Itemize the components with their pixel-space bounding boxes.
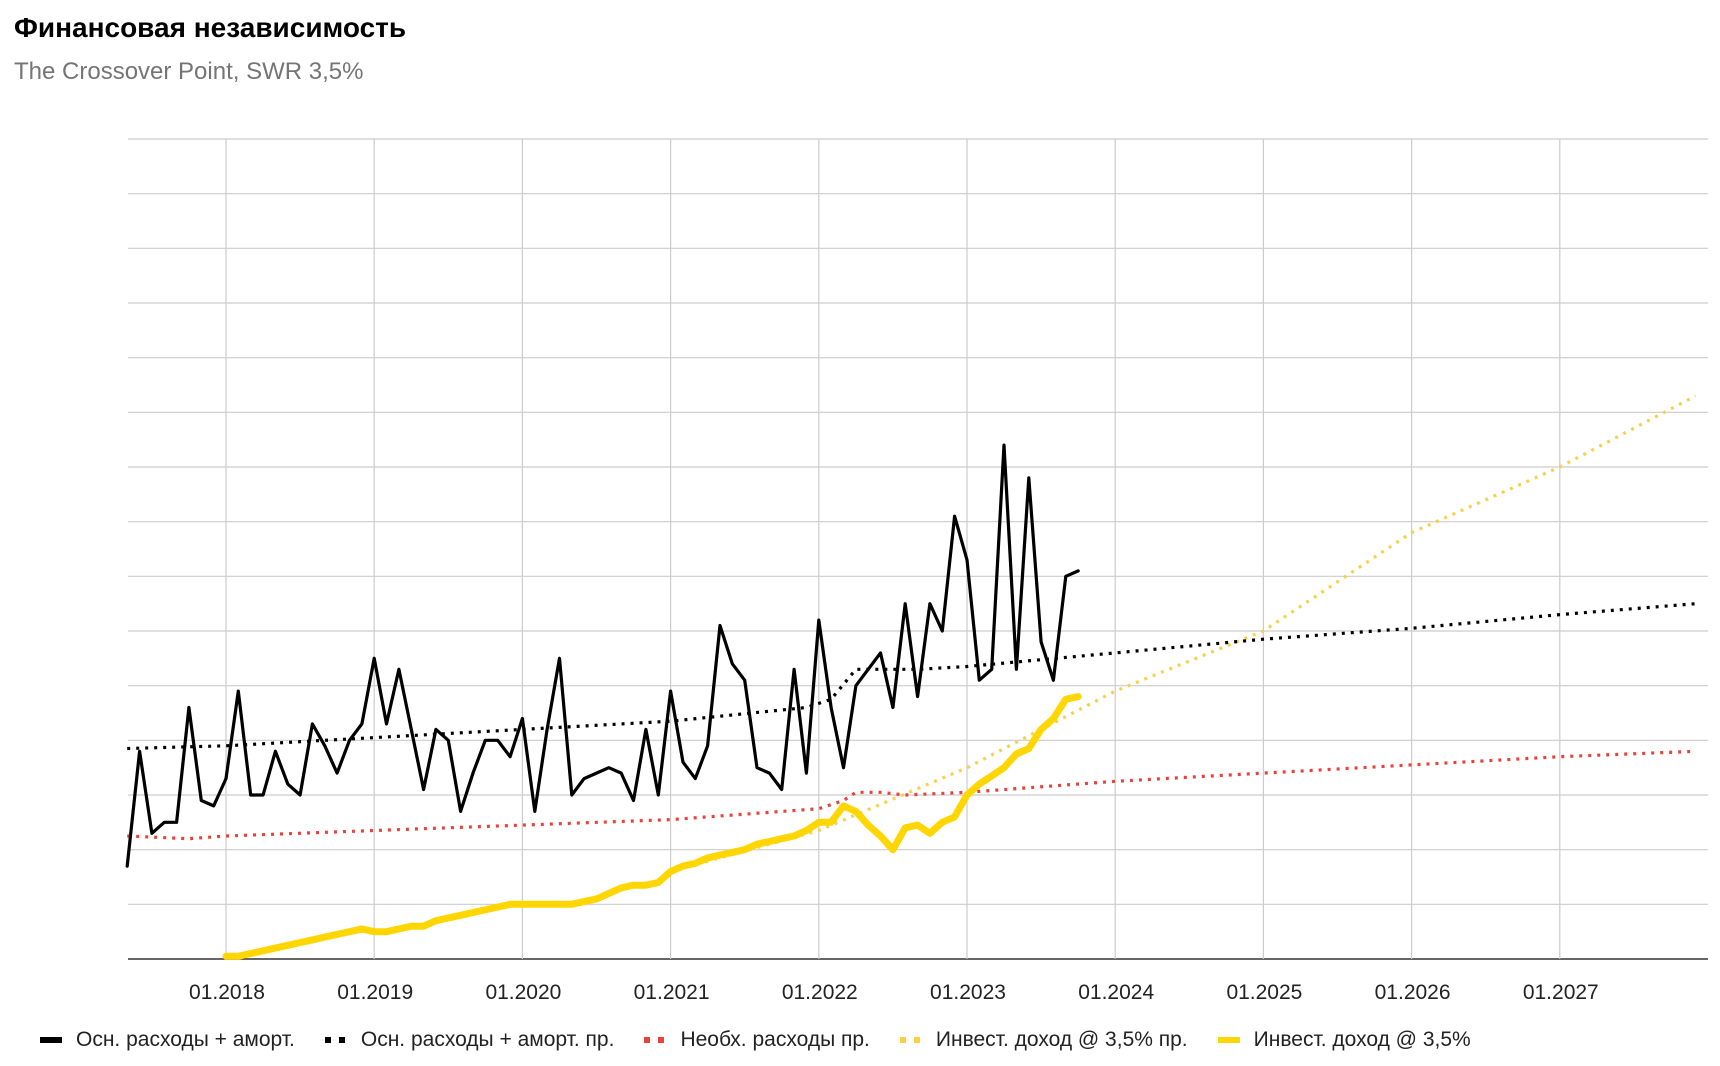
legend-item: Необх. расходы пр. xyxy=(644,1028,870,1052)
x-tick-label: 01.2023 xyxy=(930,981,1006,1004)
legend-item: Инвест. доход @ 3,5% xyxy=(1217,1028,1471,1052)
grid xyxy=(128,138,1708,960)
series-line-4 xyxy=(222,693,1082,960)
x-tick-label: 01.2022 xyxy=(782,981,858,1004)
legend-item: Осн. расходы + аморт. xyxy=(40,1028,295,1052)
legend-swatch xyxy=(324,1037,347,1043)
legend: Осн. расходы + аморт. Осн. расходы + амор… xyxy=(40,1028,1471,1052)
x-axis: 01.2018 01.2019 01.2020 01.2021 01.2022 01.20… xyxy=(189,981,1599,1004)
series-line-3 xyxy=(670,394,1697,874)
legend-label: Осн. расходы + аморт. пр. xyxy=(360,1028,615,1051)
x-tick-label: 01.2027 xyxy=(1523,981,1599,1004)
series-layer xyxy=(125,394,1697,960)
chart-title: Финансовая независимость xyxy=(14,12,407,43)
x-tick-label: 01.2026 xyxy=(1375,981,1451,1004)
series-line-1 xyxy=(127,602,1696,751)
legend-swatch xyxy=(40,1037,62,1043)
x-tick-label: 01.2020 xyxy=(485,981,561,1004)
legend-label: Инвест. доход @ 3,5% пр. xyxy=(935,1028,1188,1051)
x-tick-label: 01.2019 xyxy=(337,981,413,1004)
series-line-0 xyxy=(125,443,1080,868)
legend-label: Осн. расходы + аморт. xyxy=(76,1028,295,1051)
legend-swatch xyxy=(899,1037,922,1043)
legend-label: Инвест. доход @ 3,5% xyxy=(1253,1028,1471,1051)
legend-swatch xyxy=(644,1037,667,1043)
x-tick-label: 01.2021 xyxy=(634,981,710,1004)
x-tick-label: 01.2024 xyxy=(1078,981,1154,1004)
legend-item: Инвест. доход @ 3,5% пр. xyxy=(899,1028,1188,1052)
legend-item: Осн. расходы + аморт. пр. xyxy=(324,1028,615,1052)
x-tick-label: 01.2025 xyxy=(1226,981,1302,1004)
chart-subtitle: The Crossover Point, SWR 3,5% xyxy=(14,58,364,85)
legend-label: Необх. расходы пр. xyxy=(680,1028,870,1051)
legend-swatch xyxy=(1217,1037,1240,1043)
x-tick-label: 01.2018 xyxy=(189,981,265,1004)
